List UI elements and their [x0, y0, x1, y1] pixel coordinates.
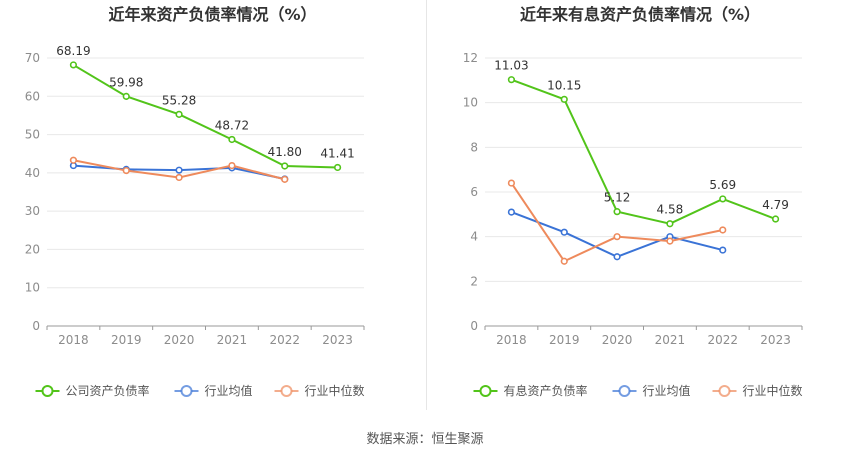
right-chart-legend-marker: [479, 385, 492, 397]
right-chart-data-label: 4.79: [762, 198, 789, 212]
left-chart-x-tick-label: 2022: [269, 333, 300, 347]
right-chart-data-label: 5.12: [604, 191, 631, 205]
right-chart-data-point: [560, 228, 568, 236]
right-chart-y-tick-label: 2: [470, 274, 478, 288]
left-chart-x-tick-label: 2019: [111, 333, 142, 347]
left-chart-y-tick-label: 30: [25, 204, 40, 218]
left-chart-y-tick-label: 70: [25, 51, 40, 65]
left-chart-data-point: [175, 173, 183, 182]
right-chart-series-line: [511, 78, 776, 225]
right-chart-data-point: [507, 179, 516, 187]
left-chart-x-tick-label: 2023: [322, 333, 353, 347]
right-chart-title: 近年来有息资产负债率情况（%）: [519, 5, 761, 24]
right-chart-data-point: [613, 208, 621, 216]
right-chart-data-point: [560, 257, 568, 265]
right-chart-data-point: [666, 237, 674, 245]
right-chart-x-tick-label: 2018: [496, 333, 527, 347]
left-chart-y-tick-label: 10: [25, 281, 40, 295]
right-chart-y-tick-label: 0: [470, 319, 478, 333]
left-chart-data-label: 48.72: [215, 118, 249, 132]
left-chart-data-point: [281, 175, 289, 183]
right-chart-data-point: [771, 215, 780, 223]
right-chart-legend-label: 行业均值: [643, 383, 691, 398]
left-chart-legend-marker: [41, 385, 54, 397]
left-chart-data-point: [175, 110, 183, 118]
right-chart-data-point: [666, 220, 674, 228]
right-chart-y-tick-label: 10: [463, 96, 478, 110]
left-chart-y-tick-label: 60: [25, 89, 40, 103]
right-chart-x-tick-label: 2022: [707, 333, 738, 347]
left-chart-data-point: [281, 162, 289, 170]
left-chart-legend-label: 公司资产负债率: [66, 383, 150, 398]
left-chart-data-point: [175, 166, 183, 174]
left-chart-data-label: 41.80: [268, 145, 302, 159]
chart-divider: [426, 0, 427, 410]
left-chart-data-point: [333, 163, 342, 172]
right-chart-legend-marker: [718, 385, 731, 397]
right-chart-data-point: [507, 208, 516, 216]
left-chart-data-label: 41.41: [320, 146, 354, 160]
left-chart-y-tick-label: 0: [32, 319, 40, 333]
left-chart-y-tick-label: 50: [25, 128, 40, 142]
left-chart-data-point: [122, 166, 130, 175]
right-chart-y-tick-label: 4: [470, 230, 478, 244]
left-chart-y-tick-label: 20: [25, 242, 40, 256]
right-chart-data-label: 11.03: [494, 59, 528, 73]
left-chart-title: 近年来资产负债率情况（%）: [108, 5, 317, 24]
left-chart-legend-marker: [180, 385, 193, 397]
left-chart-legend-label: 行业均值: [205, 383, 253, 398]
right-chart-x-tick-label: 2021: [655, 333, 686, 347]
right-chart-data-point: [719, 246, 727, 254]
left-chart-legend-marker: [280, 385, 293, 397]
right-chart-legend-label: 有息资产负债率: [504, 383, 588, 398]
right-chart-data-point: [507, 76, 516, 84]
right-chart-data-label: 4.58: [657, 203, 684, 217]
data-source: 数据来源：恒生聚源: [366, 432, 484, 447]
left-chart-data-point: [69, 156, 78, 164]
left-chart-legend-label: 行业中位数: [305, 383, 365, 398]
left-chart-data-label: 59.98: [109, 75, 143, 89]
left-chart-x-tick-label: 2018: [58, 333, 89, 347]
right-chart-y-tick-label: 8: [470, 140, 478, 154]
right-chart-data-label: 10.15: [547, 78, 581, 92]
left-chart-data-label: 55.28: [162, 93, 196, 107]
right-chart-data-point: [613, 253, 621, 261]
right-chart-data-point: [719, 226, 727, 234]
left-chart-x-tick-label: 2021: [217, 333, 248, 347]
left-chart-data-point: [228, 135, 236, 144]
right-chart-x-tick-label: 2023: [760, 333, 791, 347]
right-chart-legend-label: 行业中位数: [743, 383, 803, 398]
left-chart-series-line: [72, 64, 338, 169]
right-chart-data-point: [613, 233, 621, 241]
right-chart-legend-marker: [618, 385, 631, 397]
left-chart-data-point: [69, 61, 78, 69]
left-chart-data-label: 68.19: [56, 44, 90, 58]
right-chart-data-label: 5.69: [709, 178, 736, 192]
right-chart-data-point: [560, 95, 568, 103]
left-chart-y-tick-label: 40: [25, 166, 40, 180]
right-chart-x-tick-label: 2019: [549, 333, 580, 347]
left-chart-x-tick-label: 2020: [164, 333, 195, 347]
right-chart-data-point: [719, 195, 727, 203]
right-chart-y-tick-label: 12: [463, 51, 478, 65]
left-chart-data-point: [122, 92, 130, 100]
right-chart-y-tick-label: 6: [470, 185, 478, 199]
right-chart-x-tick-label: 2020: [602, 333, 633, 347]
left-chart-data-point: [228, 161, 236, 170]
